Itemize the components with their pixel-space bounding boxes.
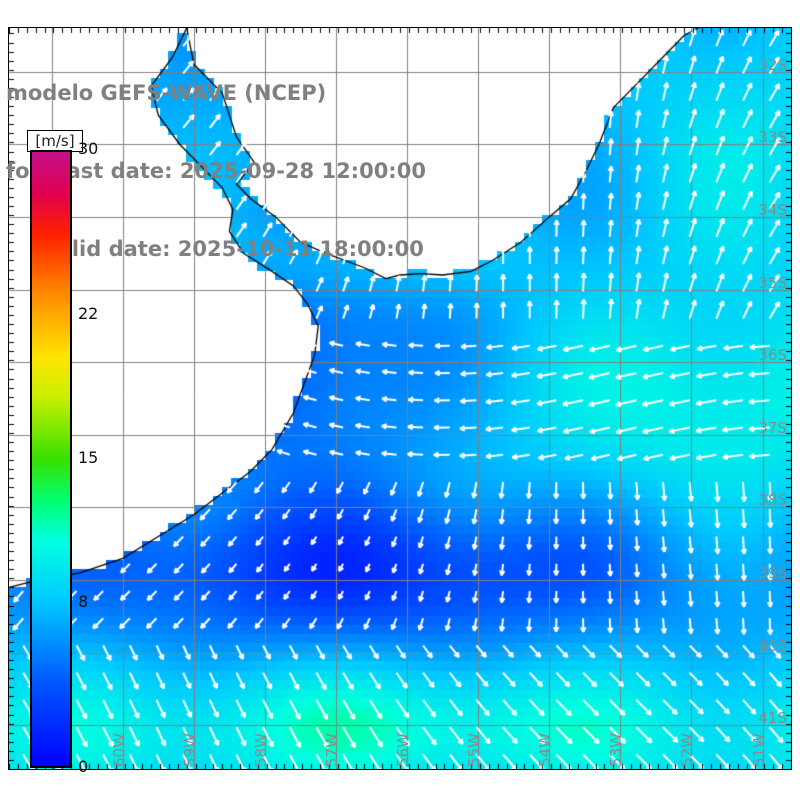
lon-label-51W: 51W <box>749 733 768 767</box>
colorbar-gradient <box>30 150 72 768</box>
title-forecast-date: forecast date: 2025-09-28 12:00:00 <box>6 159 426 183</box>
colorbar-tick-8: 8 <box>78 592 89 612</box>
lat-label-35S: 35S <box>758 273 787 292</box>
colorbar-tick-22: 22 <box>78 303 99 323</box>
title-valid-date: valid date: 2025-10-11 18:00:00 <box>44 237 424 261</box>
lat-label-39S: 39S <box>758 564 787 583</box>
lon-label-57W: 57W <box>323 733 342 767</box>
title-model: modelo GEFS-WAVE (NCEP) <box>6 81 327 105</box>
lon-label-53W: 53W <box>607 733 626 767</box>
lon-label-58W: 58W <box>251 733 270 767</box>
lon-label-52W: 52W <box>678 733 697 767</box>
colorbar-tick-15: 15 <box>78 448 99 467</box>
lon-label-56W: 56W <box>394 733 413 767</box>
figure-title: modelo GEFS-WAVE (NCEP) forecast date: 2… <box>0 28 520 314</box>
lon-label-60W: 60W <box>109 733 128 767</box>
lat-label-40S: 40S <box>758 636 787 655</box>
colorbar-unit-label: [m/s] <box>27 130 83 152</box>
colorbar <box>30 150 72 770</box>
lat-label-33S: 33S <box>758 128 787 147</box>
lon-label-54W: 54W <box>536 733 555 767</box>
colorbar-tick-0: 0 <box>78 757 89 776</box>
lat-label-34S: 34S <box>758 200 787 219</box>
wind-field-canvas <box>9 28 791 769</box>
lat-label-36S: 36S <box>758 346 787 365</box>
lat-label-41S: 41S <box>758 709 787 728</box>
lat-label-38S: 38S <box>758 491 787 510</box>
lon-label-59W: 59W <box>180 733 199 767</box>
lat-label-37S: 37S <box>758 418 787 437</box>
colorbar-tick-30: 30 <box>78 139 99 158</box>
lat-label-32S: 32S <box>758 55 787 74</box>
lon-label-55W: 55W <box>465 733 484 767</box>
